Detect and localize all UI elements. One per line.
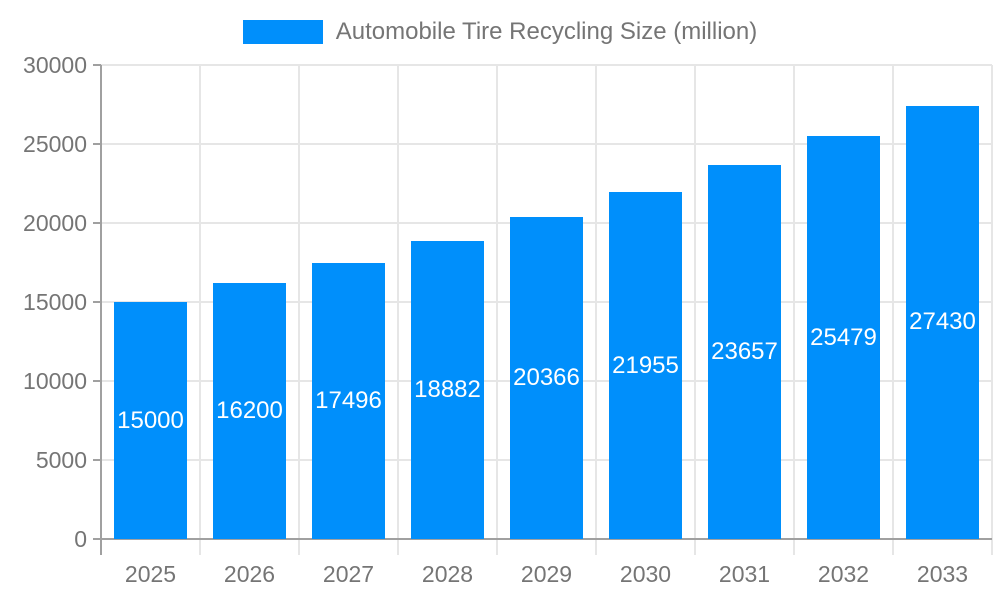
- x-tick-label: 2031: [718, 561, 771, 587]
- x-tick: [694, 539, 696, 555]
- y-tick: [93, 380, 101, 382]
- v-gridline: [397, 65, 399, 539]
- bar[interactable]: [114, 302, 187, 539]
- v-gridline: [694, 65, 696, 539]
- x-tick: [793, 539, 795, 555]
- legend-swatch-icon: [242, 20, 323, 44]
- bar-value-label: 20366: [513, 364, 580, 392]
- y-tick-label: 20000: [23, 210, 87, 236]
- y-tick: [93, 538, 101, 540]
- v-gridline: [496, 65, 498, 539]
- y-tick: [93, 64, 101, 66]
- v-gridline: [595, 65, 597, 539]
- legend: Automobile Tire Recycling Size (million): [0, 18, 1000, 46]
- bar[interactable]: [609, 192, 682, 539]
- y-tick-label: 10000: [23, 368, 87, 394]
- y-tick-label: 0: [74, 526, 87, 552]
- v-gridline: [793, 65, 795, 539]
- bar[interactable]: [411, 240, 484, 539]
- bar[interactable]: [510, 217, 583, 539]
- x-tick: [991, 539, 993, 555]
- x-tick: [199, 539, 201, 555]
- bar[interactable]: [213, 283, 286, 539]
- x-tick: [496, 539, 498, 555]
- legend-label: Automobile Tire Recycling Size (million): [335, 18, 758, 45]
- h-gridline: [101, 64, 992, 66]
- x-tick-label: 2028: [421, 561, 474, 587]
- x-tick: [595, 539, 597, 555]
- v-gridline: [892, 65, 894, 539]
- bar-value-label: 17496: [315, 386, 382, 414]
- y-axis-line: [100, 65, 102, 555]
- x-tick-label: 2030: [619, 561, 672, 587]
- y-tick-label: 5000: [35, 447, 87, 473]
- x-tick-label: 2029: [520, 561, 573, 587]
- v-gridline: [199, 65, 201, 539]
- x-axis-line: [101, 538, 992, 540]
- x-tick-label: 2032: [817, 561, 870, 587]
- x-tick-label: 2027: [322, 561, 375, 587]
- bar-value-label: 27430: [909, 308, 976, 336]
- bar-value-label: 18882: [414, 375, 481, 403]
- x-tick-label: 2026: [223, 561, 276, 587]
- y-tick: [93, 222, 101, 224]
- y-tick: [93, 143, 101, 145]
- bar[interactable]: [906, 105, 979, 539]
- v-gridline: [298, 65, 300, 539]
- y-tick-label: 25000: [23, 131, 87, 157]
- x-tick: [397, 539, 399, 555]
- x-tick: [892, 539, 894, 555]
- bar[interactable]: [708, 165, 781, 539]
- bar[interactable]: [807, 136, 880, 539]
- bar-value-label: 21955: [612, 351, 679, 379]
- y-tick: [93, 459, 101, 461]
- legend-item[interactable]: Automobile Tire Recycling Size (million): [242, 18, 758, 46]
- y-tick-label: 30000: [23, 52, 87, 78]
- h-gridline: [101, 143, 992, 145]
- bar-value-label: 23657: [711, 338, 778, 366]
- v-gridline: [991, 65, 993, 539]
- y-tick-label: 15000: [23, 289, 87, 315]
- x-tick-label: 2025: [124, 561, 177, 587]
- bar-value-label: 16200: [216, 397, 283, 424]
- bar-value-label: 15000: [117, 406, 184, 434]
- bar[interactable]: [312, 262, 385, 539]
- x-tick: [298, 539, 300, 555]
- y-tick: [93, 301, 101, 303]
- x-tick-label: 2033: [916, 561, 969, 587]
- bar-value-label: 25479: [810, 323, 877, 351]
